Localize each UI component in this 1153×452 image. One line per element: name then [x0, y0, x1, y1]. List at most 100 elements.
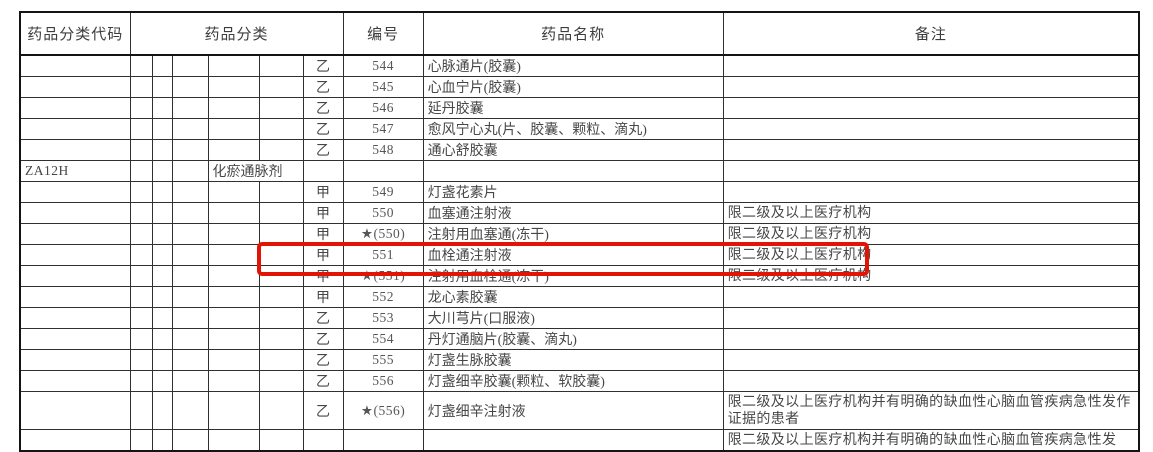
subcol-cell	[258, 349, 304, 371]
name-cell: 注射用血栓通(冻干)	[422, 265, 724, 287]
subcol-cell	[171, 54, 209, 77]
subcol-cell	[171, 429, 209, 451]
class-code-cell	[19, 391, 131, 430]
subcol-cell	[151, 244, 173, 266]
drug-row: 乙 548 通心舒胶囊	[19, 139, 1140, 161]
subcol-cell	[171, 160, 209, 182]
subcol-cell	[129, 265, 153, 287]
subcol-cell	[258, 370, 304, 392]
subcol-cell	[207, 328, 260, 350]
class-code-cell	[19, 286, 131, 308]
number-cell: ★(556)	[342, 391, 424, 430]
subcol-cell	[129, 118, 153, 140]
number-cell: 551	[342, 244, 424, 266]
drug-row: 乙 555 灯盏生脉胶囊	[19, 349, 1140, 371]
class-code-cell	[19, 202, 131, 224]
subcol-cell	[171, 97, 209, 119]
subcol-cell	[171, 223, 209, 245]
subcol-cell	[151, 328, 173, 350]
subcol-cell	[151, 391, 173, 430]
remark-cell	[722, 307, 1140, 329]
class-level-cell	[302, 160, 344, 182]
class-code-cell	[19, 307, 131, 329]
class-level-cell: 乙	[302, 97, 344, 119]
subcol-cell	[207, 139, 260, 161]
subcol-cell	[207, 349, 260, 371]
number-cell	[342, 160, 424, 182]
subcol-cell	[258, 139, 304, 161]
subcol-cell	[151, 181, 173, 203]
remark-cell: 限二级及以上医疗机构	[722, 202, 1140, 224]
class-level-cell: 乙	[302, 391, 344, 430]
subcol-cell	[129, 139, 153, 161]
subcol-cell	[258, 181, 304, 203]
remark-cell	[722, 286, 1140, 308]
subcol-cell	[207, 286, 260, 308]
class-code-cell	[19, 181, 131, 203]
subcol-cell	[207, 202, 260, 224]
number-cell: 547	[342, 118, 424, 140]
partial-row: 限二级及以上医疗机构并有明确的缺血性心脑血管疾病急性发	[19, 429, 1140, 451]
class-level-cell: 乙	[302, 370, 344, 392]
subcol-cell	[129, 286, 153, 308]
remark-cell: 限二级及以上医疗机构	[722, 244, 1140, 266]
subcol-cell	[258, 76, 304, 98]
subcol-cell	[151, 139, 173, 161]
subcol-cell	[171, 391, 209, 430]
header-name: 药品名称	[422, 11, 724, 56]
subcol-cell	[258, 244, 304, 266]
name-cell: 血栓通注射液	[422, 244, 724, 266]
remark-cell: 限二级及以上医疗机构并有明确的缺血性心脑血管疾病急性发作证据的患者	[722, 391, 1140, 430]
class-code-cell	[19, 429, 131, 451]
subcol-cell	[171, 307, 209, 329]
drug-catalog-table: 药品分类代码 药品分类 编号 药品名称 备注 乙 544 心脉通片(胶囊) 乙 545 心…	[19, 11, 1141, 452]
name-cell: 龙心素胶囊	[422, 286, 724, 308]
subcol-cell	[171, 181, 209, 203]
drug-row: 乙 547 愈风宁心丸(片、胶囊、颗粒、滴丸)	[19, 118, 1140, 140]
subcol-cell	[258, 328, 304, 350]
remark-cell	[722, 76, 1140, 98]
subcol-cell	[151, 54, 173, 77]
class-level-cell: 甲	[302, 181, 344, 203]
drug-row: 乙 553 大川芎片(口服液)	[19, 307, 1140, 329]
class-code-cell: ZA12H	[19, 160, 131, 182]
class-level-cell: 甲	[302, 244, 344, 266]
name-cell: 心血宁片(胶囊)	[422, 76, 724, 98]
name-cell: 通心舒胶囊	[422, 139, 724, 161]
subcol-cell	[171, 118, 209, 140]
class-level-cell: 甲	[302, 202, 344, 224]
number-cell: 553	[342, 307, 424, 329]
class-code-cell	[19, 54, 131, 77]
class-code-cell	[19, 349, 131, 371]
name-cell: 心脉通片(胶囊)	[422, 54, 724, 77]
subcol-cell	[151, 223, 173, 245]
subcol-cell	[151, 429, 173, 451]
subcol-cell	[129, 76, 153, 98]
header-code: 药品分类代码	[19, 11, 131, 56]
subcol-cell	[207, 97, 260, 119]
subcol-cell	[171, 265, 209, 287]
subcol-cell	[207, 265, 260, 287]
number-cell: 554	[342, 328, 424, 350]
number-cell	[342, 429, 424, 451]
subcol-cell	[129, 223, 153, 245]
subcol-cell	[171, 202, 209, 224]
subcol-cell	[171, 328, 209, 350]
drug-row: 乙 556 灯盏细辛胶囊(颗粒、软胶囊)	[19, 370, 1140, 392]
number-cell: 545	[342, 76, 424, 98]
subcol-cell	[207, 391, 260, 430]
subcol-cell	[258, 118, 304, 140]
number-cell: 556	[342, 370, 424, 392]
subcol-cell	[258, 391, 304, 430]
subcol-cell	[207, 76, 260, 98]
subcol-cell	[151, 370, 173, 392]
remark-cell: 限二级及以上医疗机构并有明确的缺血性心脑血管疾病急性发	[722, 429, 1140, 451]
name-cell	[422, 429, 724, 451]
class-code-cell	[19, 139, 131, 161]
header-category: 药品分类	[129, 11, 344, 56]
name-cell	[422, 160, 724, 182]
remark-cell	[722, 139, 1140, 161]
class-code-cell	[19, 244, 131, 266]
subcol-cell	[129, 97, 153, 119]
class-level-cell: 乙	[302, 328, 344, 350]
